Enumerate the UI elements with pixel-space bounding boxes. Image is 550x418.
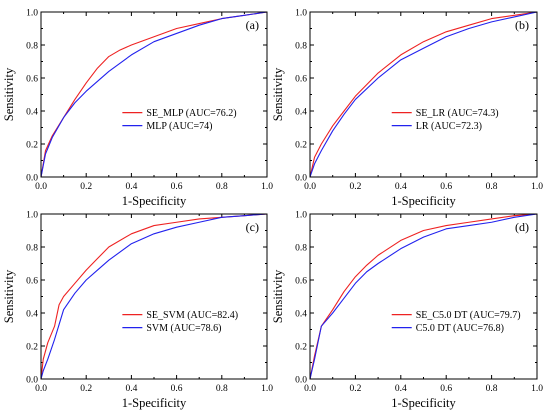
x-axis-title: 1-Specificity	[122, 396, 187, 410]
legend: SE_MLP (AUC=76.2) MLP (AUC=74)	[122, 108, 237, 132]
legend-entry-label: SE_C5.0 DT (AUC=79.7)	[416, 310, 521, 321]
x-tick-label: 1.0	[531, 384, 543, 394]
legend-entry-label: MLP (AUC=74)	[146, 121, 212, 132]
y-tick-label: 0.8	[26, 244, 38, 254]
y-tick-label: 0.2	[295, 343, 307, 353]
panel-label: (c)	[246, 220, 259, 234]
x-tick-label: 0.0	[304, 182, 316, 192]
y-tick-label: 0.0	[295, 376, 307, 386]
y-tick-label: 0.4	[295, 108, 307, 118]
y-tick-label: 0.2	[26, 141, 38, 151]
y-tick-label: 0.0	[295, 174, 307, 184]
y-tick-label: 0.8	[295, 42, 307, 52]
axis-ticks	[309, 213, 538, 380]
x-tick-label: 0.8	[486, 182, 498, 192]
x-tick-label: 0.2	[80, 384, 92, 394]
axis-ticks	[40, 213, 268, 380]
x-tick-label: 1.0	[261, 384, 273, 394]
series-line-baseline-model	[40, 213, 268, 380]
panel-d: 0.0 0.2 0.4 0.6 0.8 1.0 0.0 0.2 0.4 0.6 0.8 1.0 1-Sp…	[271, 211, 543, 411]
panel-c: 0.0 0.2 0.4 0.6 0.8 1.0 0.0 0.2 0.4 0.6 0.8 1.0 1-Sp…	[2, 211, 273, 411]
y-tick-label: 0.6	[295, 75, 307, 85]
x-axis-title: 1-Specificity	[122, 194, 187, 208]
y-tick-label: 1.0	[26, 211, 38, 221]
panel-b: 0.0 0.2 0.4 0.6 0.8 1.0 0.0 0.2 0.4 0.6 0.8 1.0 1-Sp…	[271, 9, 543, 209]
legend-entry-label: SE_MLP (AUC=76.2)	[146, 108, 236, 119]
x-tick-label: 0.6	[171, 182, 183, 192]
panel-a: 0.0 0.2 0.4 0.6 0.8 1.0 0.0 0.2 0.4 0.6 0.8 1.0 1-Sp…	[2, 9, 273, 209]
plot-frame	[309, 213, 538, 380]
legend-entry-label: SE_LR (AUC=74.3)	[416, 108, 499, 119]
y-tick-label: 0.4	[26, 108, 38, 118]
x-tick-label: 0.6	[440, 384, 452, 394]
y-tick-label: 1.0	[26, 9, 38, 19]
y-tick-label: 0.6	[26, 277, 38, 287]
legend-entry-label: LR (AUC=72.3)	[416, 121, 482, 132]
y-tick-label: 0.2	[26, 343, 38, 353]
legend-entry-label: C5.0 DT (AUC=76.8)	[416, 323, 504, 334]
x-tick-label: 0.2	[80, 182, 92, 192]
x-tick-label: 1.0	[261, 182, 273, 192]
x-tick-label: 0.8	[486, 384, 498, 394]
x-tick-label: 0.6	[171, 384, 183, 394]
y-axis-title: Sensitivity	[2, 67, 16, 121]
x-tick-label: 0.4	[125, 384, 137, 394]
x-tick-label: 1.0	[531, 182, 543, 192]
x-tick-label: 0.0	[35, 384, 47, 394]
axis-ticks	[309, 11, 538, 178]
panel-label: (a)	[246, 18, 259, 32]
series-line-se-model	[309, 213, 538, 380]
x-tick-label: 0.4	[125, 182, 137, 192]
panel-label: (d)	[515, 220, 529, 234]
y-axis-title: Sensitivity	[2, 269, 16, 323]
y-tick-label: 1.0	[295, 9, 307, 19]
series-line-baseline-model	[309, 11, 538, 178]
x-tick-label: 0.8	[216, 182, 228, 192]
x-axis-title: 1-Specificity	[391, 194, 456, 208]
panel-label: (b)	[515, 18, 529, 32]
x-tick-label: 0.4	[395, 384, 407, 394]
series-line-se-model	[40, 213, 268, 380]
y-tick-label: 0.8	[295, 244, 307, 254]
series-line-se-model	[40, 11, 268, 178]
series-line-se-model	[309, 11, 538, 178]
x-axis-title: 1-Specificity	[391, 396, 456, 410]
x-tick-label: 0.6	[440, 182, 452, 192]
legend: SE_LR (AUC=74.3) LR (AUC=72.3)	[391, 108, 499, 132]
plot-frame	[40, 11, 268, 178]
y-axis-title: Sensitivity	[271, 269, 285, 323]
x-tick-label: 0.8	[216, 384, 228, 394]
y-tick-label: 0.0	[26, 174, 38, 184]
series-line-baseline-model	[40, 11, 268, 178]
legend: SE_SVM (AUC=82.4) SVM (AUC=78.6)	[122, 310, 238, 334]
y-tick-label: 0.6	[295, 277, 307, 287]
legend: SE_C5.0 DT (AUC=79.7) C5.0 DT (AUC=76.8)	[391, 310, 521, 334]
plot-frame	[309, 11, 538, 178]
y-tick-label: 0.4	[295, 310, 307, 320]
y-tick-label: 0.4	[26, 310, 38, 320]
x-tick-label: 0.0	[304, 384, 316, 394]
legend-entry-label: SVM (AUC=78.6)	[146, 323, 221, 334]
y-tick-label: 0.2	[295, 141, 307, 151]
series-line-baseline-model	[309, 213, 538, 380]
legend-entry-label: SE_SVM (AUC=82.4)	[146, 310, 238, 321]
y-tick-label: 0.8	[26, 42, 38, 52]
x-tick-label: 0.0	[35, 182, 47, 192]
x-tick-label: 0.2	[349, 384, 361, 394]
y-tick-label: 1.0	[295, 211, 307, 221]
x-tick-label: 0.4	[395, 182, 407, 192]
y-tick-label: 0.6	[26, 75, 38, 85]
plot-frame	[40, 213, 268, 380]
y-tick-label: 0.0	[26, 376, 38, 386]
x-tick-label: 0.2	[349, 182, 361, 192]
y-axis-title: Sensitivity	[271, 67, 285, 121]
